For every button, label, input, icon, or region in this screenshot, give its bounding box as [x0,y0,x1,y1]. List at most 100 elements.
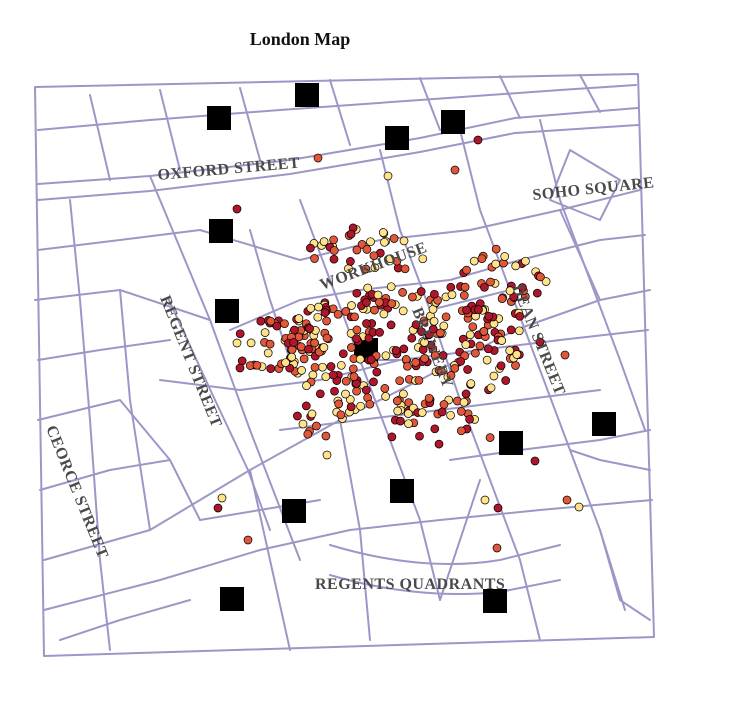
death-marker [281,358,290,368]
death-marker [341,307,351,316]
death-marker [447,290,457,300]
death-marker [302,381,311,391]
death-marker [501,376,511,385]
death-marker [315,389,325,399]
death-marker [479,327,489,336]
death-marker [287,352,297,362]
death-marker [312,421,321,431]
death-marker [293,411,302,421]
death-marker [512,350,522,359]
death-marker [380,384,390,393]
pump-icon [441,110,465,134]
death-marker [480,282,489,292]
pump-icon [390,479,414,503]
death-marker [400,264,410,274]
death-marker [349,372,359,382]
death-marker [328,370,338,380]
death-marker [329,254,339,264]
death-marker [307,409,317,419]
death-marker [437,407,447,417]
death-marker [379,309,389,319]
death-marker [419,316,429,326]
death-marker [511,261,521,271]
death-marker [398,288,407,297]
death-marker [290,325,299,335]
death-marker [491,244,501,254]
death-marker [386,320,396,330]
death-marker [485,433,495,442]
death-marker [506,325,516,335]
death-marker [416,287,426,296]
death-marker [301,401,311,411]
death-marker [430,351,440,360]
death-marker [418,254,428,264]
death-marker [392,396,402,406]
death-marker [459,291,469,300]
death-marker [505,346,515,355]
death-marker [232,204,242,214]
death-marker [330,386,339,396]
death-marker [430,289,439,299]
death-marker [266,316,276,326]
death-marker [370,263,380,273]
death-marker [313,153,323,163]
death-marker [235,329,245,339]
death-marker [387,299,397,308]
death-marker [497,294,507,304]
death-marker [341,376,351,386]
death-marker [348,364,358,374]
death-marker [515,311,525,321]
oxford-street [37,107,639,185]
death-marker [434,439,444,449]
death-marker [256,316,266,326]
death-marker [483,344,493,354]
death-marker [318,362,327,372]
death-marker [366,355,376,364]
death-marker [346,229,356,239]
death-marker [532,288,542,298]
death-marker [462,305,471,315]
death-marker [420,354,429,363]
death-marker [459,397,469,407]
death-marker [280,319,289,329]
death-marker [446,371,456,380]
death-marker [336,410,346,420]
death-marker [356,401,365,411]
death-marker [362,319,371,328]
death-marker [403,361,412,371]
death-marker [505,286,515,296]
death-marker [235,363,245,373]
death-marker [341,389,350,399]
death-marker [310,338,319,348]
death-marker [321,372,331,382]
death-marker [362,298,371,307]
death-marker [456,407,466,416]
death-marker [461,340,471,350]
death-marker [450,165,460,175]
death-marker [482,355,492,365]
death-marker [369,251,379,261]
death-marker [536,272,545,282]
death-marker [511,361,520,370]
death-marker [562,495,572,505]
death-marker [361,264,371,274]
oxford-street-label: OXFORD STREET [157,155,301,184]
death-marker [365,399,375,409]
death-marker [439,321,449,331]
death-marker [320,308,330,317]
death-marker [430,424,440,434]
death-marker [462,265,471,275]
death-marker [314,302,323,312]
death-marker [411,358,420,367]
death-marker [381,392,390,401]
page-title: London Map [249,29,351,49]
death-marker [361,385,371,395]
death-marker [263,348,273,358]
death-marker [474,305,483,314]
death-marker [289,338,298,347]
death-marker [373,290,383,300]
death-marker [375,297,384,307]
death-marker [463,365,472,374]
death-marker [491,259,501,269]
